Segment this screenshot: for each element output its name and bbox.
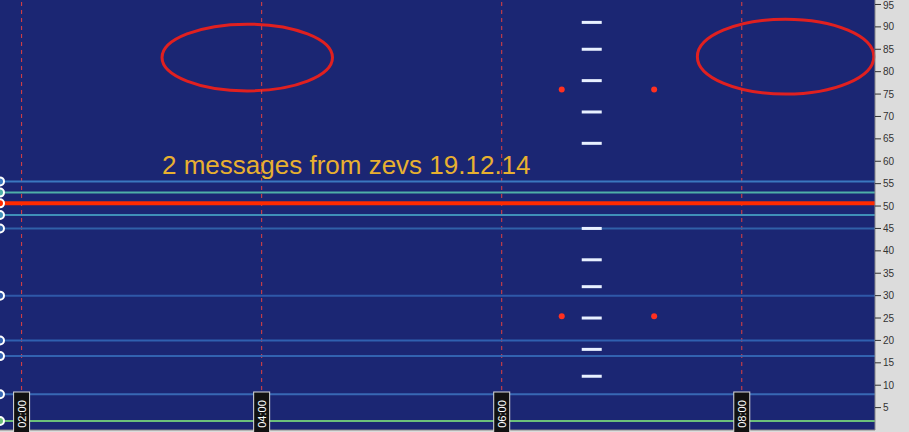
- svg-text:55: 55: [883, 178, 895, 189]
- svg-text:60: 60: [883, 156, 895, 167]
- svg-text:80: 80: [883, 66, 895, 77]
- svg-text:25: 25: [883, 313, 895, 324]
- svg-text:85: 85: [883, 44, 895, 55]
- svg-text:04:00: 04:00: [256, 400, 268, 428]
- svg-text:10: 10: [883, 380, 895, 391]
- svg-text:50: 50: [883, 201, 895, 212]
- svg-text:02:00: 02:00: [16, 400, 28, 428]
- svg-text:20: 20: [883, 335, 895, 346]
- svg-text:75: 75: [883, 89, 895, 100]
- svg-text:06:00: 06:00: [496, 400, 508, 428]
- svg-text:65: 65: [883, 133, 895, 144]
- svg-text:95: 95: [883, 0, 895, 11]
- svg-text:15: 15: [883, 357, 895, 368]
- svg-text:70: 70: [883, 111, 895, 122]
- svg-text:35: 35: [883, 268, 895, 279]
- html-text:2 messages from zevs 19.12.14: 2 messages from zevs 19.12.14: [162, 150, 531, 180]
- svg-text:90: 90: [883, 21, 895, 32]
- svg-text:30: 30: [883, 290, 895, 301]
- svg-text:45: 45: [883, 223, 895, 234]
- svg-text:08:00: 08:00: [736, 400, 748, 428]
- svg-text:5: 5: [883, 402, 889, 413]
- svg-text:40: 40: [883, 245, 895, 256]
